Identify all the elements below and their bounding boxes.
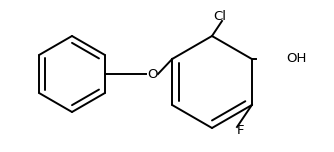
Text: O: O — [147, 67, 157, 81]
Text: F: F — [237, 124, 245, 138]
Text: OH: OH — [286, 52, 306, 66]
Text: Cl: Cl — [213, 10, 226, 24]
